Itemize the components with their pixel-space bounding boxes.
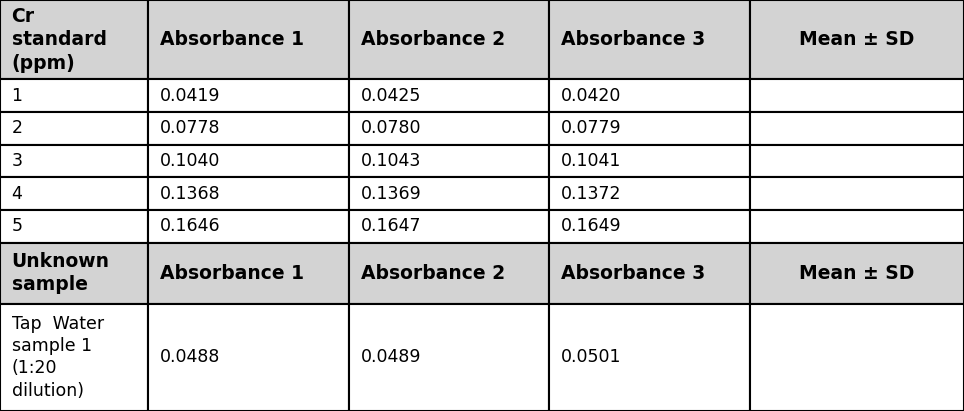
Bar [750,304,964,411]
Text: Absorbance 3: Absorbance 3 [561,30,706,49]
Bar [0,177,148,210]
Text: 0.1043: 0.1043 [361,152,421,170]
Bar [0,0,148,79]
Text: 0.1041: 0.1041 [561,152,622,170]
Text: 0.1040: 0.1040 [160,152,221,170]
Text: 0.0488: 0.0488 [160,348,221,366]
Text: 5: 5 [12,217,22,236]
Bar [0,145,148,177]
Text: Cr
standard
(ppm): Cr standard (ppm) [12,7,107,73]
Text: 2: 2 [12,119,22,137]
Text: 0.0419: 0.0419 [160,87,221,105]
Text: 0.1646: 0.1646 [160,217,221,236]
Bar [349,145,549,177]
Bar [750,243,964,304]
Text: 0.0501: 0.0501 [561,348,622,366]
Text: 0.1647: 0.1647 [361,217,421,236]
Bar [0,243,148,304]
Bar [349,210,549,243]
Text: 0.1649: 0.1649 [561,217,622,236]
Bar [148,145,349,177]
Bar [148,177,349,210]
Text: Tap  Water
sample 1
(1:20
dilution): Tap Water sample 1 (1:20 dilution) [12,315,104,399]
Text: 0.1372: 0.1372 [561,185,622,203]
Text: 0.1369: 0.1369 [361,185,421,203]
Bar [148,0,349,79]
Text: Absorbance 2: Absorbance 2 [361,263,505,283]
Text: Absorbance 3: Absorbance 3 [561,263,706,283]
Text: Absorbance 2: Absorbance 2 [361,30,505,49]
Text: Absorbance 1: Absorbance 1 [160,263,304,283]
Bar [148,112,349,145]
Bar [148,210,349,243]
Bar [349,79,549,112]
Bar [549,112,750,145]
Bar [750,112,964,145]
Bar [750,145,964,177]
Text: 0.0425: 0.0425 [361,87,421,105]
Text: 0.0779: 0.0779 [561,119,622,137]
Bar [750,210,964,243]
Bar [0,210,148,243]
Bar [549,0,750,79]
Text: 0.0780: 0.0780 [361,119,421,137]
Bar [349,112,549,145]
Bar [750,79,964,112]
Text: 0.0489: 0.0489 [361,348,421,366]
Bar [549,79,750,112]
Bar [750,0,964,79]
Bar [549,145,750,177]
Bar [549,243,750,304]
Bar [549,210,750,243]
Bar [148,304,349,411]
Bar [549,177,750,210]
Bar [148,79,349,112]
Bar [750,177,964,210]
Text: 0.0778: 0.0778 [160,119,221,137]
Bar [549,304,750,411]
Text: 1: 1 [12,87,22,105]
Bar [349,304,549,411]
Text: Mean ± SD: Mean ± SD [799,263,915,283]
Text: Unknown
sample: Unknown sample [12,252,110,294]
Text: Mean ± SD: Mean ± SD [799,30,915,49]
Text: 4: 4 [12,185,22,203]
Bar [0,112,148,145]
Bar [0,304,148,411]
Bar [349,177,549,210]
Bar [349,0,549,79]
Text: 0.0420: 0.0420 [561,87,622,105]
Bar [0,79,148,112]
Text: 0.1368: 0.1368 [160,185,221,203]
Bar [148,243,349,304]
Bar [349,243,549,304]
Text: Absorbance 1: Absorbance 1 [160,30,304,49]
Text: 3: 3 [12,152,22,170]
